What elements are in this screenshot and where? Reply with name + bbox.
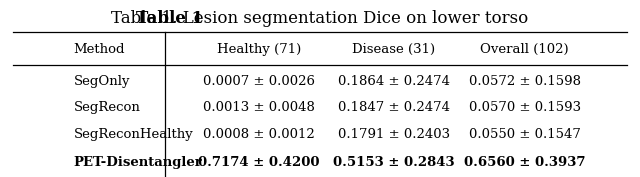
Text: 0.5153 ± 0.2843: 0.5153 ± 0.2843: [333, 156, 454, 169]
Text: Method: Method: [74, 43, 125, 56]
Text: Table 1: Table 1: [136, 10, 203, 27]
Text: 0.0007 ± 0.0026: 0.0007 ± 0.0026: [204, 75, 316, 88]
Text: Disease (31): Disease (31): [352, 43, 435, 56]
Text: Table 1. Lesion segmentation Dice on lower torso: Table 1. Lesion segmentation Dice on low…: [111, 10, 529, 27]
Text: 0.0013 ± 0.0048: 0.0013 ± 0.0048: [204, 101, 315, 115]
Text: 0.1864 ± 0.2474: 0.1864 ± 0.2474: [338, 75, 450, 88]
Text: Table 1. Lesion segmentation Dice on lower torso: Table 1. Lesion segmentation Dice on low…: [111, 10, 529, 27]
Text: 0.1791 ± 0.2403: 0.1791 ± 0.2403: [337, 128, 450, 141]
Text: 0.7174 ± 0.4200: 0.7174 ± 0.4200: [198, 156, 320, 169]
Text: SegRecon: SegRecon: [74, 101, 140, 115]
Text: 0.0572 ± 0.1598: 0.0572 ± 0.1598: [468, 75, 581, 88]
Text: 0.0008 ± 0.0012: 0.0008 ± 0.0012: [204, 128, 315, 141]
Text: SegReconHealthy: SegReconHealthy: [74, 128, 193, 141]
Text: 0.6560 ± 0.3937: 0.6560 ± 0.3937: [464, 156, 586, 169]
Text: Overall (102): Overall (102): [481, 43, 569, 56]
Text: SegOnly: SegOnly: [74, 75, 130, 88]
Text: Healthy (71): Healthy (71): [217, 43, 301, 56]
Text: PET-Disentangler: PET-Disentangler: [74, 156, 202, 169]
Text: 0.0550 ± 0.1547: 0.0550 ± 0.1547: [469, 128, 580, 141]
Text: 0.0570 ± 0.1593: 0.0570 ± 0.1593: [468, 101, 581, 115]
Text: 0.1847 ± 0.2474: 0.1847 ± 0.2474: [338, 101, 450, 115]
